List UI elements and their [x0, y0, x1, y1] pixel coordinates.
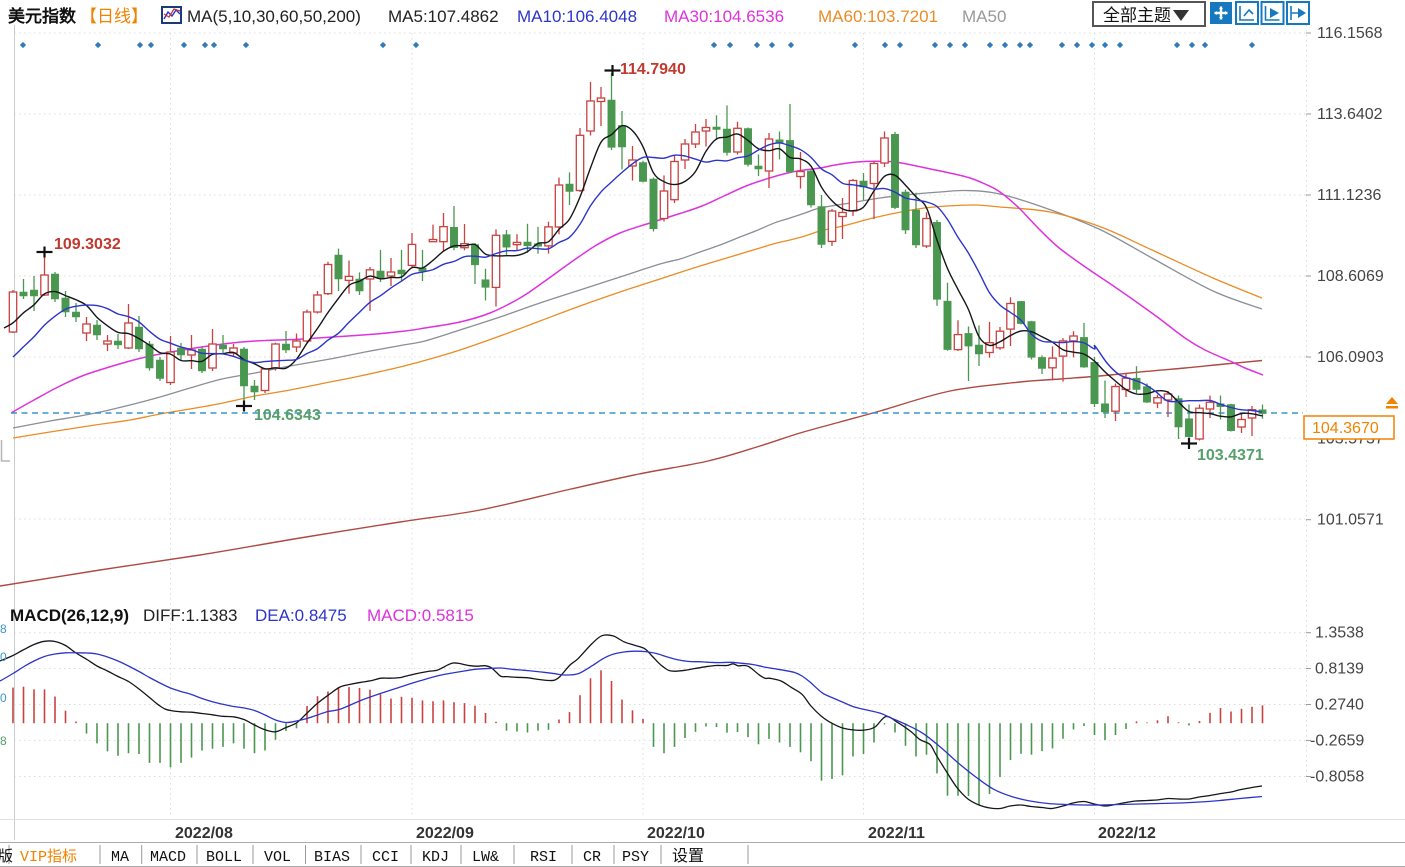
- svg-text:109.3032: 109.3032: [54, 236, 121, 253]
- svg-text:MA50: MA50: [962, 7, 1006, 26]
- svg-text:全部主题: 全部主题: [1103, 6, 1171, 25]
- svg-text:美元指数: 美元指数: [8, 6, 77, 26]
- svg-text:MA60:103.7201: MA60:103.7201: [818, 7, 938, 26]
- svg-text:2022/11: 2022/11: [868, 825, 925, 842]
- svg-text:8: 8: [0, 622, 7, 636]
- svg-text:0: 0: [0, 691, 7, 705]
- svg-text:MA30:104.6536: MA30:104.6536: [664, 7, 784, 26]
- svg-text:CR: CR: [583, 849, 601, 866]
- svg-text:【日线】: 【日线】: [80, 7, 148, 26]
- svg-text:2022/09: 2022/09: [416, 825, 474, 842]
- svg-text:108.6069: 108.6069: [1317, 268, 1384, 285]
- svg-text:CCI: CCI: [372, 849, 399, 866]
- svg-text:101.0571: 101.0571: [1317, 512, 1384, 529]
- svg-text:0: 0: [0, 650, 7, 664]
- svg-text:8: 8: [0, 734, 7, 748]
- svg-text:-0.2659: -0.2659: [1310, 732, 1364, 749]
- svg-text:2022/10: 2022/10: [647, 825, 705, 842]
- svg-text:103.4371: 103.4371: [1197, 447, 1264, 464]
- svg-text:MA(5,10,30,60,50,200): MA(5,10,30,60,50,200): [187, 7, 361, 26]
- svg-text:114.7940: 114.7940: [620, 61, 686, 78]
- svg-text:设置: 设置: [672, 847, 704, 865]
- svg-text:104.6343: 104.6343: [254, 407, 321, 424]
- svg-text:VOL: VOL: [264, 849, 291, 866]
- svg-text:104.3670: 104.3670: [1312, 420, 1379, 437]
- svg-text:MA10:106.4048: MA10:106.4048: [517, 7, 637, 26]
- svg-text:BIAS: BIAS: [314, 849, 350, 866]
- svg-text:0.8139: 0.8139: [1315, 661, 1364, 678]
- svg-text:113.6402: 113.6402: [1317, 106, 1383, 123]
- svg-text:1.3538: 1.3538: [1315, 625, 1364, 642]
- svg-text:MACD:0.5815: MACD:0.5815: [367, 606, 474, 625]
- svg-text:MACD: MACD: [150, 849, 186, 866]
- svg-text:DEA:0.8475: DEA:0.8475: [255, 606, 347, 625]
- svg-text:RSI: RSI: [530, 849, 557, 866]
- svg-text:2022/08: 2022/08: [175, 825, 233, 842]
- svg-text:-0.8058: -0.8058: [1310, 769, 1364, 786]
- svg-text:VIP指标: VIP指标: [20, 848, 77, 866]
- svg-text:MA5:107.4862: MA5:107.4862: [388, 7, 499, 26]
- svg-text:LW&: LW&: [472, 849, 499, 866]
- svg-text:0.2740: 0.2740: [1315, 697, 1364, 714]
- svg-text:111.1236: 111.1236: [1317, 187, 1381, 204]
- svg-text:PSY: PSY: [622, 849, 649, 866]
- svg-text:版: 版: [0, 848, 13, 865]
- svg-text:KDJ: KDJ: [422, 849, 449, 866]
- svg-text:116.1568: 116.1568: [1317, 25, 1383, 42]
- svg-text:106.0903: 106.0903: [1317, 349, 1384, 366]
- svg-text:2022/12: 2022/12: [1098, 825, 1156, 842]
- svg-text:MACD(26,12,9): MACD(26,12,9): [10, 606, 129, 625]
- svg-text:MA: MA: [111, 849, 129, 866]
- svg-text:DIFF:1.1383: DIFF:1.1383: [143, 606, 238, 625]
- svg-text:BOLL: BOLL: [206, 849, 242, 866]
